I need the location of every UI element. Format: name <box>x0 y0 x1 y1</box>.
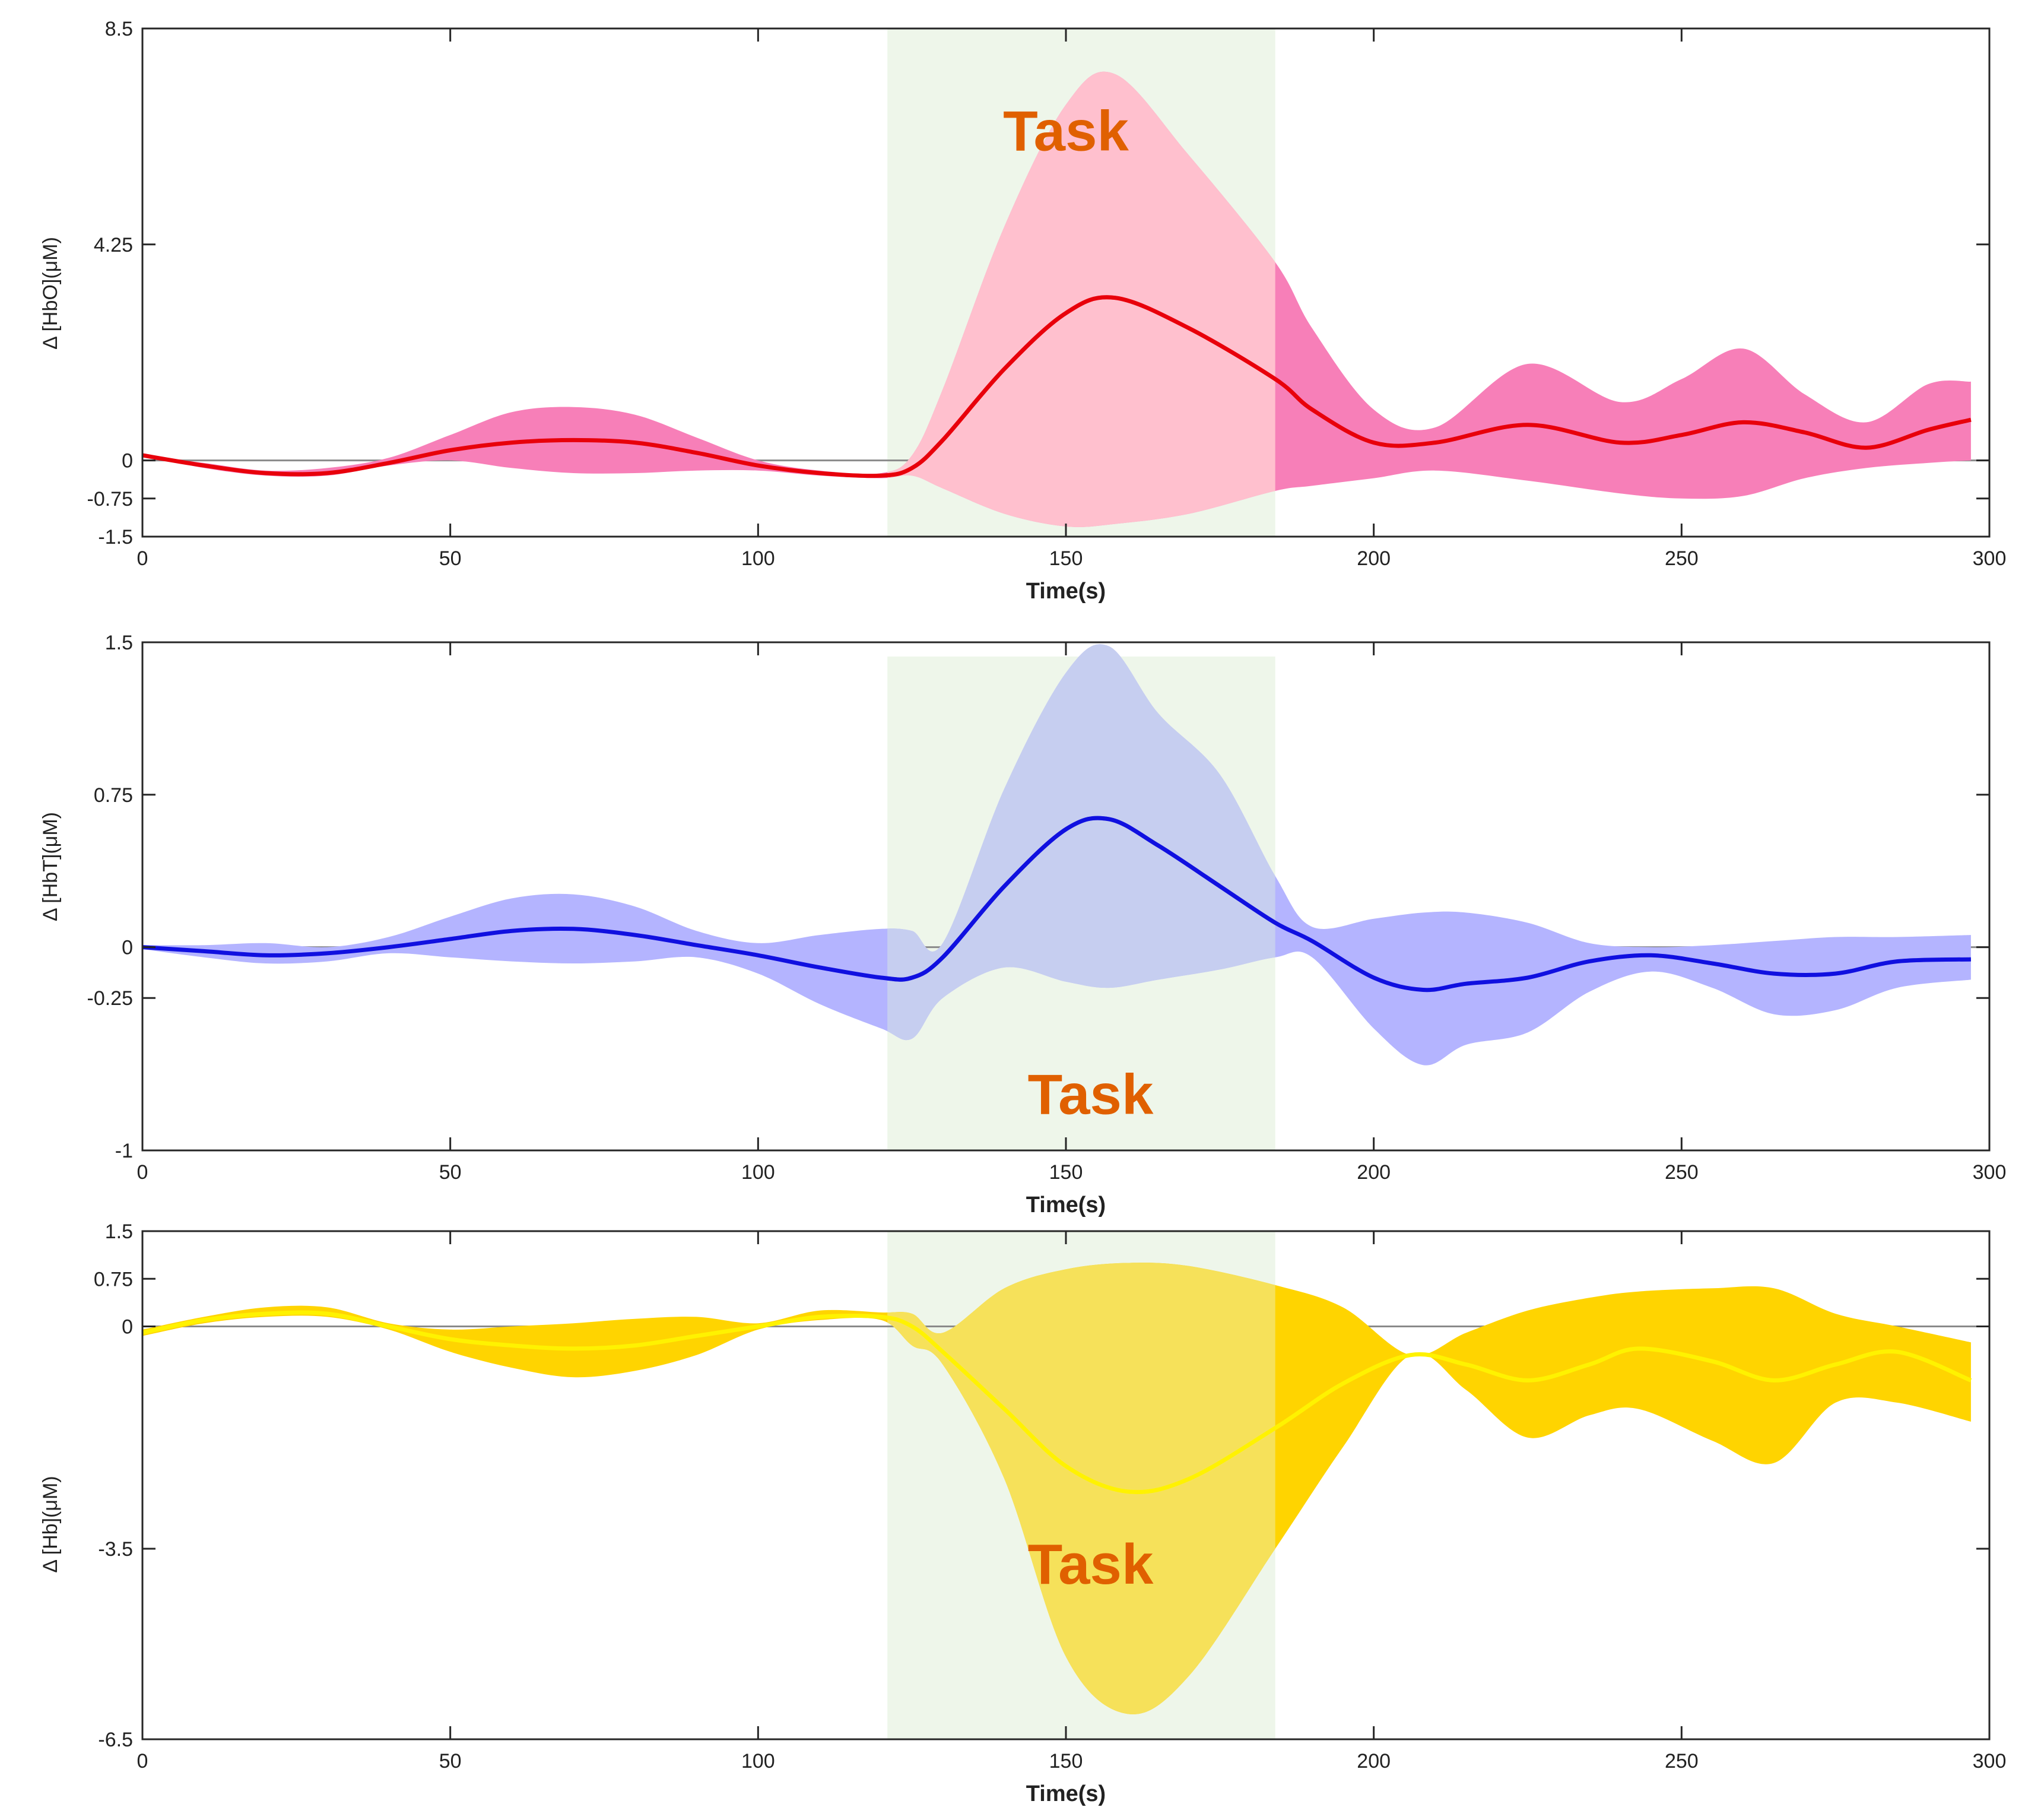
y-tick-label: 0 <box>122 1316 133 1339</box>
plot-content <box>142 71 1972 527</box>
y-tick-label: 4.25 <box>94 234 133 256</box>
y-tick-label: 0.75 <box>94 784 133 807</box>
x-tick-label: 0 <box>137 1750 148 1773</box>
x-tick-label: 100 <box>741 547 775 570</box>
x-tick-label: 100 <box>741 1750 775 1773</box>
x-tick-label: 0 <box>137 547 148 570</box>
x-tick-label: 100 <box>741 1161 775 1184</box>
task-annotation: Task <box>1003 99 1129 163</box>
plot-content <box>142 644 1972 1066</box>
x-tick-label: 200 <box>1357 1750 1391 1773</box>
y-tick-label: 1.5 <box>105 632 133 654</box>
y-tick-label: -0.25 <box>87 987 134 1010</box>
x-tick-label: 250 <box>1665 1161 1699 1184</box>
task-annotation: Task <box>1028 1533 1154 1596</box>
y-axis-label: Δ [Hb](μM) <box>39 1476 62 1572</box>
x-tick-label: 300 <box>1973 1161 2007 1184</box>
y-tick-label: -1 <box>115 1140 133 1162</box>
hbt-chart-panel: 0 50 100 150 200 250 300 -1 -0.25 0 0.75 1.5 Time(s)… <box>39 632 2006 1217</box>
y-tick-label: -6.5 <box>98 1729 133 1751</box>
y-tick-label: 0 <box>122 937 133 959</box>
x-axis-label: Time(s) <box>1026 579 1106 604</box>
x-tick-label: 50 <box>439 1161 462 1184</box>
y-tick-label: -0.75 <box>87 488 134 511</box>
x-axis-label: Time(s) <box>1026 1193 1106 1217</box>
confidence-band-task <box>887 644 1275 1041</box>
x-tick-label: 300 <box>1973 1750 2007 1773</box>
x-tick-label: 50 <box>439 547 462 570</box>
y-tick-label: 1.5 <box>105 1220 133 1243</box>
y-axis-label: Δ [HbO](μM) <box>39 237 62 350</box>
mean-line <box>142 1310 1972 1495</box>
y-tick-label: 0.75 <box>94 1268 133 1291</box>
y-tick-label: 8.5 <box>105 18 133 40</box>
x-tick-label: 250 <box>1665 1750 1699 1773</box>
mean-line <box>142 295 1972 478</box>
mean-line <box>142 816 1972 993</box>
task-annotation: Task <box>1028 1063 1154 1126</box>
confidence-band-task <box>887 1263 1275 1714</box>
plot-content <box>142 1263 1972 1714</box>
x-tick-label: 300 <box>1973 547 2007 570</box>
y-tick-label: -3.5 <box>98 1538 133 1561</box>
x-tick-label: 50 <box>439 1750 462 1773</box>
hb-chart-panel: 0 50 100 150 200 250 300 -6.5 -3.5 0 0.75 1.5 Time(s… <box>39 1220 2006 1806</box>
x-tick-label: 0 <box>137 1161 148 1184</box>
y-tick-label: -1.5 <box>98 526 133 548</box>
x-tick-label: 200 <box>1357 547 1391 570</box>
x-tick-label: 150 <box>1049 547 1083 570</box>
x-tick-label: 150 <box>1049 1750 1083 1773</box>
y-tick-label: 0 <box>122 450 133 473</box>
x-tick-label: 200 <box>1357 1161 1391 1184</box>
x-tick-label: 150 <box>1049 1161 1083 1184</box>
hbo-chart-panel: 0 50 100 150 200 250 300 -1.5 -0.75 0 4.25 8.5 Time(… <box>39 18 2006 604</box>
y-axis-label: Δ [HbT](μM) <box>39 812 62 921</box>
x-tick-label: 250 <box>1665 547 1699 570</box>
x-axis-label: Time(s) <box>1026 1781 1106 1806</box>
confidence-band-task <box>887 71 1275 527</box>
